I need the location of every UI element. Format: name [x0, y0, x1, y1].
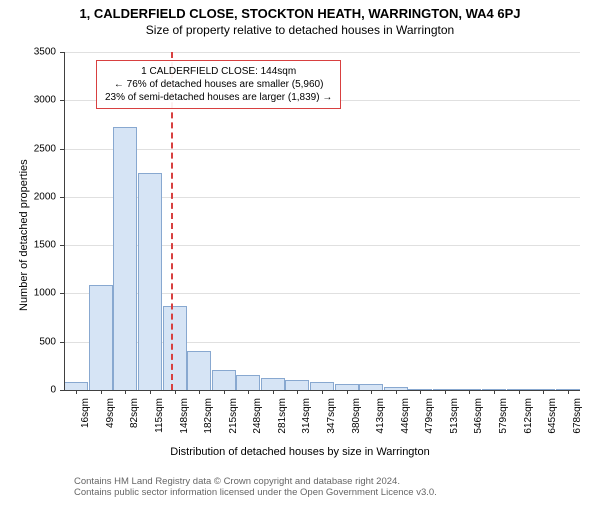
histogram-bar — [138, 173, 162, 390]
xtick-label: 380sqm — [351, 398, 362, 448]
ytick-label: 3500 — [0, 47, 56, 58]
histogram-bar — [236, 375, 260, 390]
gridline — [64, 149, 580, 150]
xtick-label: 49sqm — [105, 398, 116, 448]
ytick-label: 1000 — [0, 288, 56, 299]
info-line-smaller: ← 76% of detached houses are smaller (5,… — [105, 78, 332, 91]
xtick-label: 446sqm — [400, 398, 411, 448]
footer-line-2: Contains public sector information licen… — [74, 487, 437, 498]
xtick-label: 115sqm — [154, 398, 165, 448]
histogram-bar — [113, 127, 137, 390]
xtick-label: 513sqm — [449, 398, 460, 448]
xtick-label: 579sqm — [498, 398, 509, 448]
xtick-label: 16sqm — [80, 398, 91, 448]
xtick-label: 148sqm — [179, 398, 190, 448]
ytick-label: 3000 — [0, 95, 56, 106]
ytick-label: 2000 — [0, 191, 56, 202]
histogram-bar — [64, 382, 88, 390]
histogram-bar — [187, 351, 211, 390]
xtick-label: 182sqm — [203, 398, 214, 448]
xtick-label: 215sqm — [228, 398, 239, 448]
xtick-label: 413sqm — [375, 398, 386, 448]
xtick-label: 82sqm — [129, 398, 140, 448]
reference-info-box: 1 CALDERFIELD CLOSE: 144sqm ← 76% of det… — [96, 60, 341, 109]
histogram-bar — [310, 382, 334, 390]
xtick-label: 248sqm — [252, 398, 263, 448]
xtick-label: 678sqm — [572, 398, 583, 448]
page-subtitle: Size of property relative to detached ho… — [0, 23, 600, 37]
page-title: 1, CALDERFIELD CLOSE, STOCKTON HEATH, WA… — [0, 6, 600, 21]
xtick-label: 479sqm — [424, 398, 435, 448]
footer-attribution: Contains HM Land Registry data © Crown c… — [74, 476, 437, 498]
xtick-label: 281sqm — [277, 398, 288, 448]
xtick-label: 347sqm — [326, 398, 337, 448]
y-axis-line — [64, 52, 65, 390]
histogram-bar — [285, 380, 309, 390]
ytick-label: 0 — [0, 385, 56, 396]
xtick-label: 612sqm — [523, 398, 534, 448]
histogram-bar — [261, 378, 285, 390]
histogram-bar — [163, 306, 187, 390]
info-line-larger: 23% of semi-detached houses are larger (… — [105, 91, 332, 104]
ytick-label: 500 — [0, 336, 56, 347]
info-line-property: 1 CALDERFIELD CLOSE: 144sqm — [105, 65, 332, 78]
xtick-label: 314sqm — [301, 398, 312, 448]
footer-line-1: Contains HM Land Registry data © Crown c… — [74, 476, 437, 487]
histogram-bar — [89, 285, 113, 390]
ytick-label: 1500 — [0, 240, 56, 251]
ytick-label: 2500 — [0, 143, 56, 154]
xtick-label: 546sqm — [473, 398, 484, 448]
gridline — [64, 52, 580, 53]
xtick-label: 645sqm — [547, 398, 558, 448]
x-axis-line — [64, 390, 580, 391]
histogram-bar — [212, 370, 236, 390]
